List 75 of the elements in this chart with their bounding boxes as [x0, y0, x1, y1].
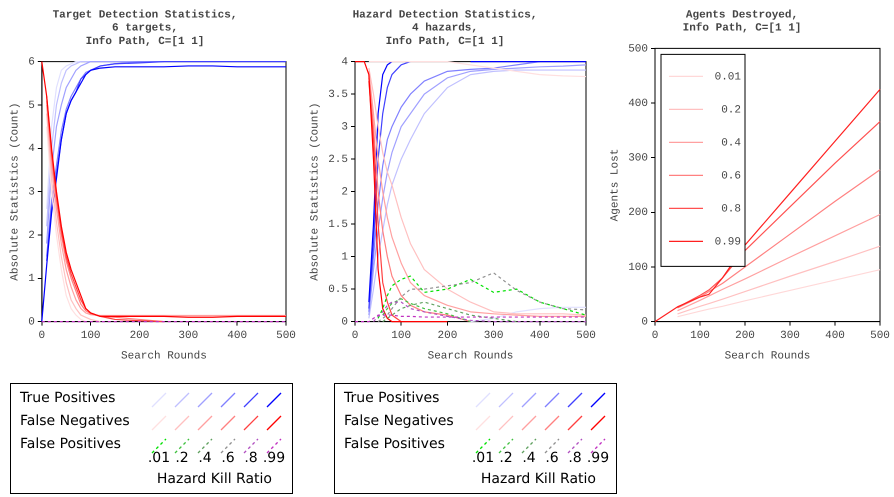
y-tick-label: 3: [28, 186, 35, 199]
y-tick-label: 2.5: [328, 154, 348, 166]
text: False Negatives: [344, 413, 454, 429]
text: .99: [586, 450, 610, 466]
legend-label: 0.4: [721, 137, 742, 150]
text: False Negatives: [20, 413, 130, 429]
text: .2: [174, 450, 190, 466]
x-tick-label: 400: [825, 330, 845, 342]
y-tick-label: 2: [341, 186, 348, 199]
x-tick-label: 500: [276, 330, 296, 342]
y-tick-label: 5: [28, 100, 35, 112]
y-axis-title: Agents Lost: [610, 148, 622, 222]
text: .99: [262, 450, 286, 466]
x-tick-label: 500: [870, 330, 890, 342]
text: .6: [544, 450, 560, 466]
y-tick-label: 4: [341, 56, 348, 69]
y-tick-label: 400: [628, 98, 648, 110]
y-axis-title: Absolute Statistics (Count): [10, 102, 22, 281]
text: .2: [498, 450, 514, 466]
y-tick-label: 0: [341, 316, 348, 329]
y-tick-label: 300: [628, 152, 648, 165]
x-tick-label: 400: [530, 330, 550, 342]
chart-title: Agents Destroyed, Info Path, C=[1 1]: [682, 9, 802, 35]
y-tick-label: 100: [628, 262, 648, 274]
x-tick-label: 0: [352, 330, 358, 342]
legend-label: 0.01: [714, 71, 742, 84]
x-tick-label: 500: [576, 330, 596, 342]
y-tick-label: 6: [28, 56, 35, 69]
text: True Positives: [344, 390, 440, 406]
x-axis-title: Search Rounds: [428, 350, 514, 362]
text: .4: [197, 450, 213, 466]
x-tick-label: 200: [437, 330, 458, 342]
x-tick-label: 300: [484, 330, 504, 342]
y-tick-label: 1.5: [328, 219, 348, 232]
y-tick-label: 1: [341, 252, 348, 264]
x-tick-label: 200: [735, 330, 755, 342]
legend-label: 0.2: [721, 104, 742, 116]
x-tick-label: 0: [38, 330, 46, 342]
y-tick-label: 4: [28, 143, 36, 156]
y-tick-label: 2: [28, 230, 35, 242]
legend-label: 0.6: [721, 170, 742, 182]
x-tick-label: 200: [130, 330, 150, 342]
text: Hazard Kill Ratio: [156, 471, 272, 487]
chart-title: Hazard Detection Statistics, 4 hazards, Info Path, C=[1 1]: [352, 9, 538, 48]
x-tick-label: 300: [780, 330, 800, 342]
legend-label: 0.8: [721, 203, 742, 216]
text: .01: [147, 450, 171, 466]
y-tick-label: 200: [628, 207, 648, 220]
y-tick-label: 0: [641, 316, 648, 329]
text: .8: [567, 450, 583, 466]
legend-label: 0.99: [714, 236, 742, 248]
y-tick-label: 0: [28, 316, 35, 329]
text: False Positives: [344, 436, 445, 452]
x-tick-label: 0: [652, 330, 658, 342]
y-tick-label: 500: [628, 43, 648, 56]
chart-title: Target Detection Statistics, 6 targets, Info Path, C=[1 1]: [52, 9, 238, 48]
text: .4: [521, 450, 537, 466]
text: .6: [220, 450, 236, 466]
text: True Positives: [20, 390, 116, 406]
x-tick-label: 100: [391, 330, 412, 342]
y-tick-label: 1: [28, 273, 36, 286]
y-axis-title: Absolute Statistics (Count): [310, 102, 322, 281]
text: .01: [471, 450, 495, 466]
text: .8: [243, 450, 259, 466]
text: Hazard Kill Ratio: [480, 471, 596, 487]
x-axis-title: Search Rounds: [724, 350, 810, 362]
x-tick-label: 300: [178, 330, 198, 342]
x-tick-label: 400: [227, 330, 248, 342]
text: False Positives: [20, 436, 121, 452]
y-tick-label: 3: [341, 122, 348, 134]
y-tick-label: 0.5: [328, 284, 348, 296]
x-tick-label: 100: [80, 330, 101, 342]
y-tick-label: 3.5: [328, 89, 348, 102]
x-tick-label: 100: [690, 330, 710, 342]
x-axis-title: Search Rounds: [120, 350, 207, 362]
